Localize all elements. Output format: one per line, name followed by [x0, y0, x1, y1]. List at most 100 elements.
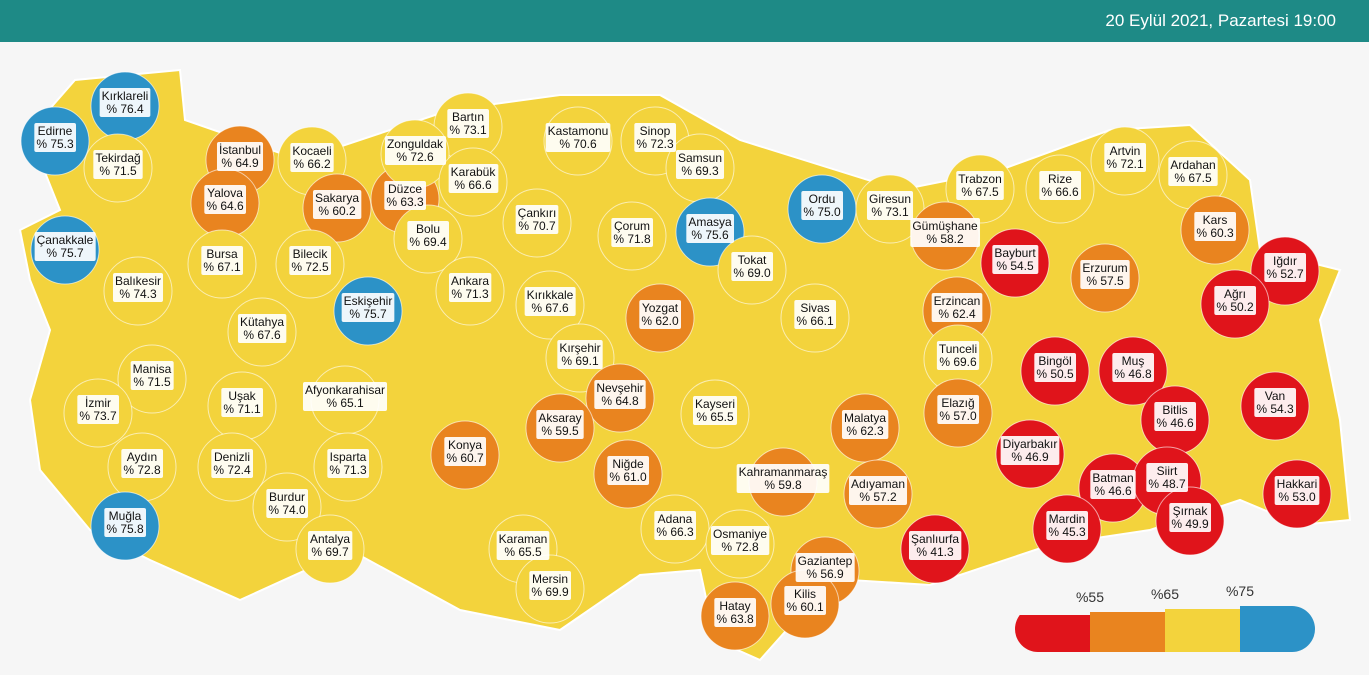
label-background: [639, 300, 682, 329]
province-label: Karabük% 66.6: [448, 164, 499, 193]
province-name: Antalya: [310, 532, 350, 546]
label-background: [992, 245, 1039, 274]
province-name: İstanbul: [219, 143, 261, 157]
province-label: Burdur% 74.0: [266, 489, 309, 518]
province-value: % 66.2: [293, 157, 331, 171]
province-label: Ardahan% 67.5: [1168, 157, 1218, 186]
label-background: [866, 191, 914, 220]
province-value: % 66.1: [796, 314, 834, 328]
province-label: Kahramanmaraş% 59.8: [736, 464, 830, 493]
label-background: [634, 123, 677, 152]
label-background: [237, 314, 287, 343]
province-label: Balıkesir% 74.3: [112, 273, 164, 302]
province-value: % 71.5: [133, 375, 171, 389]
province-name: Mersin: [532, 572, 568, 586]
label-background: [1039, 171, 1082, 200]
province-name: Tunceli: [939, 342, 977, 356]
province-label: Adana% 66.3: [654, 511, 697, 540]
label-background: [341, 293, 395, 322]
province-name: Uşak: [228, 389, 256, 403]
label-background: [545, 123, 611, 152]
province-name: Malatya: [844, 411, 886, 425]
province-value: % 75.0: [803, 205, 841, 219]
province-name: Edirne: [38, 124, 73, 138]
province-label: Düzce% 63.3: [384, 181, 427, 210]
province-label: Artvin% 72.1: [1104, 143, 1147, 172]
province-label: Şırnak% 49.9: [1169, 503, 1212, 532]
province-name: Rize: [1048, 172, 1072, 186]
province-label: Mersin% 69.9: [529, 571, 572, 600]
label-background: [731, 252, 774, 281]
header-bar: [0, 0, 1369, 42]
province-name: Afyonkarahisar: [305, 383, 385, 397]
province-label: Hakkari% 53.0: [1274, 476, 1320, 505]
label-background: [784, 586, 827, 615]
label-background: [675, 150, 725, 179]
label-background: [841, 410, 889, 439]
province-label: Bursa% 67.1: [201, 246, 244, 275]
province-name: Bayburt: [994, 246, 1036, 260]
province-label: Erzurum% 57.5: [1080, 260, 1130, 289]
province-label: Çanakkale% 75.7: [34, 232, 96, 261]
province-name: Muğla: [109, 509, 142, 523]
province-value: % 65.5: [504, 545, 542, 559]
province-name: Ordu: [809, 192, 836, 206]
province-name: Ankara: [451, 274, 489, 288]
label-background: [121, 449, 164, 478]
label-background: [1214, 286, 1257, 315]
province-value: % 71.3: [451, 287, 489, 301]
province-label: Samsun% 69.3: [675, 150, 725, 179]
province-value: % 57.0: [939, 409, 977, 423]
label-background: [447, 109, 490, 138]
province-value: % 41.3: [916, 545, 954, 559]
province-label: Antalya% 69.7: [307, 531, 353, 560]
legend: %55 %65 %75: [1015, 583, 1315, 652]
label-background: [611, 218, 654, 247]
province-value: % 71.1: [223, 402, 261, 416]
label-background: [448, 164, 499, 193]
province-name: Denizli: [214, 450, 250, 464]
province-value: % 69.7: [311, 545, 349, 559]
province-label: Kırşehir% 69.1: [557, 340, 603, 369]
province-name: Diyarbakır: [1003, 437, 1058, 451]
label-background: [1154, 402, 1197, 431]
label-background: [407, 221, 450, 250]
province-value: % 70.6: [559, 137, 597, 151]
province-label: Bolu% 69.4: [407, 221, 450, 250]
province-value: % 70.7: [518, 219, 556, 233]
label-background: [312, 190, 362, 219]
province-name: Kayseri: [695, 397, 735, 411]
province-name: Bingöl: [1038, 354, 1071, 368]
label-background: [848, 476, 908, 505]
province-label: Gaziantep% 56.9: [795, 553, 855, 582]
province-name: Trabzon: [958, 172, 1002, 186]
province-name: Çorum: [614, 219, 650, 233]
province-label: Bilecik% 72.5: [289, 246, 332, 275]
province-name: Kırklareli: [102, 89, 149, 103]
province-label: Kastamonu% 70.6: [545, 123, 611, 152]
province-label: Bartın% 73.1: [447, 109, 490, 138]
province-name: Niğde: [612, 457, 644, 471]
label-background: [1034, 353, 1077, 382]
province-value: % 69.6: [939, 355, 977, 369]
province-label: Kırklareli% 76.4: [99, 88, 151, 117]
label-background: [1264, 253, 1307, 282]
province-label: Isparta% 71.3: [327, 449, 370, 478]
label-background: [384, 181, 427, 210]
label-background: [1046, 511, 1089, 540]
province-value: % 54.3: [1256, 402, 1294, 416]
label-background: [529, 571, 572, 600]
label-background: [290, 143, 334, 172]
province-name: Amasya: [688, 215, 732, 229]
province-name: Sakarya: [315, 191, 359, 205]
province-value: % 73.1: [871, 205, 909, 219]
province-name: Artvin: [1110, 144, 1141, 158]
province-label: İstanbul% 64.9: [216, 142, 264, 171]
province-label: Kocaeli% 66.2: [290, 143, 334, 172]
province-name: Yalova: [207, 186, 243, 200]
province-name: Kütahya: [240, 315, 284, 329]
province-label: Muş% 46.8: [1112, 353, 1155, 382]
label-background: [1274, 476, 1320, 505]
province-label: Hatay% 63.8: [714, 598, 757, 627]
label-background: [327, 449, 370, 478]
